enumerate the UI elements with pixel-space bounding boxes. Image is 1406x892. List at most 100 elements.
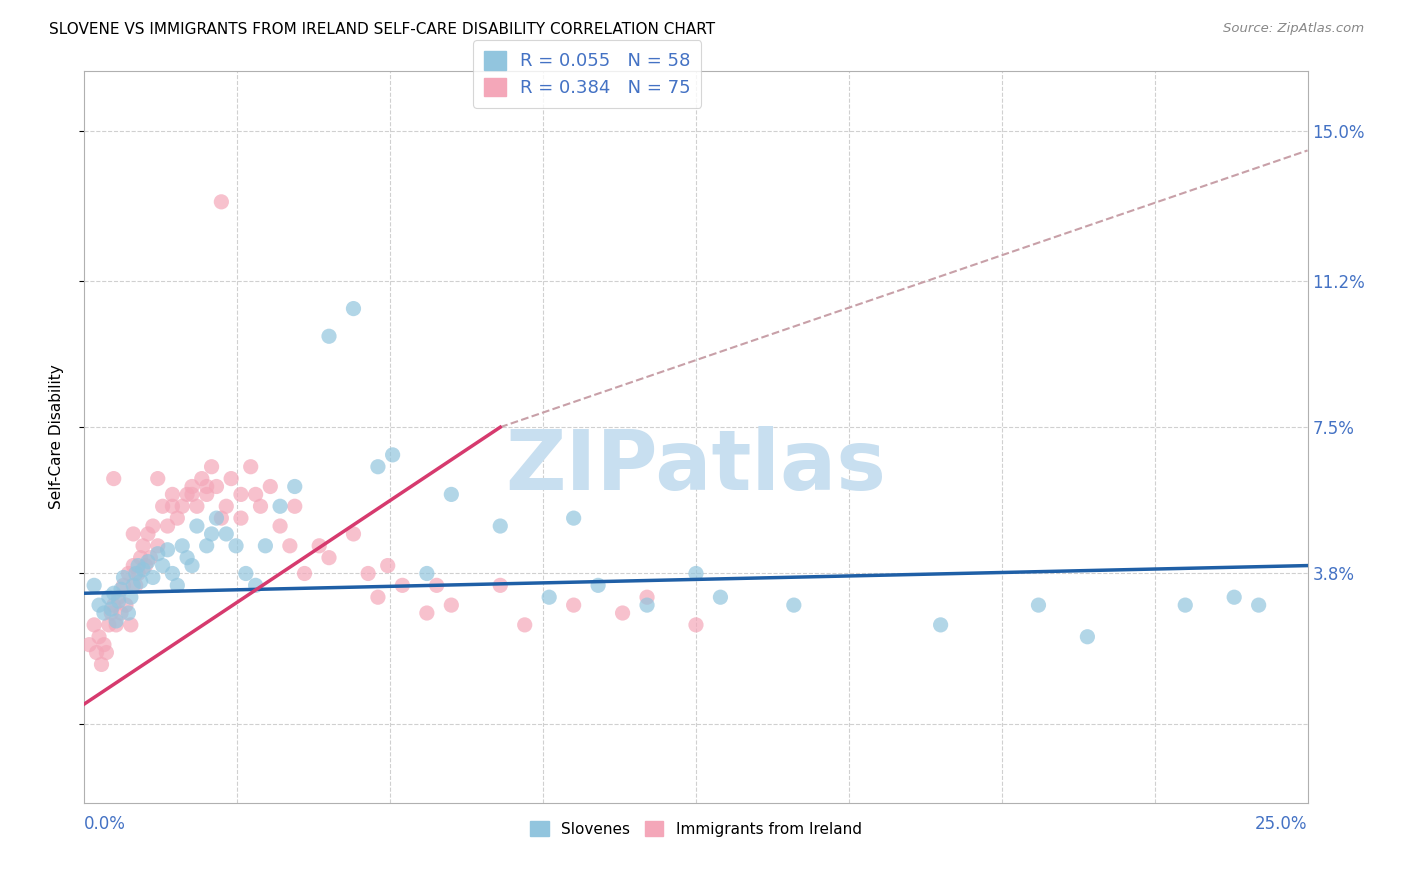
Point bbox=[152, 558, 174, 573]
Point bbox=[176, 487, 198, 501]
Point bbox=[259, 479, 281, 493]
Point bbox=[367, 591, 389, 605]
Point bbox=[318, 329, 340, 343]
Point bbox=[110, 582, 132, 597]
Point bbox=[100, 606, 122, 620]
Point bbox=[636, 591, 658, 605]
Point bbox=[489, 578, 512, 592]
Point bbox=[129, 550, 152, 565]
Point bbox=[166, 578, 188, 592]
Point bbox=[156, 542, 179, 557]
Point bbox=[96, 646, 118, 660]
Point bbox=[103, 472, 125, 486]
Point bbox=[162, 487, 184, 501]
Point bbox=[219, 472, 242, 486]
Point bbox=[181, 487, 204, 501]
Text: 25.0%: 25.0% bbox=[1256, 814, 1308, 832]
Point bbox=[125, 578, 148, 592]
Point bbox=[117, 566, 139, 581]
Point bbox=[90, 657, 112, 672]
Point bbox=[103, 586, 125, 600]
Point bbox=[191, 472, 214, 486]
Point bbox=[377, 558, 399, 573]
Point bbox=[284, 500, 307, 514]
Text: SLOVENE VS IMMIGRANTS FROM IRELAND SELF-CARE DISABILITY CORRELATION CHART: SLOVENE VS IMMIGRANTS FROM IRELAND SELF-… bbox=[49, 22, 716, 37]
Point bbox=[269, 500, 291, 514]
Point bbox=[284, 479, 307, 493]
Point bbox=[200, 527, 222, 541]
Point bbox=[1223, 591, 1246, 605]
Point bbox=[205, 479, 228, 493]
Point bbox=[318, 550, 340, 565]
Point bbox=[278, 539, 301, 553]
Point bbox=[115, 598, 138, 612]
Point bbox=[105, 618, 128, 632]
Point bbox=[215, 500, 238, 514]
Point bbox=[86, 646, 108, 660]
Point bbox=[162, 500, 184, 514]
Text: 0.0%: 0.0% bbox=[84, 814, 127, 832]
Point bbox=[107, 591, 129, 605]
Point bbox=[136, 555, 159, 569]
Point bbox=[381, 448, 404, 462]
Point bbox=[209, 194, 232, 209]
Point bbox=[120, 591, 142, 605]
Point bbox=[142, 570, 165, 584]
Point bbox=[97, 591, 120, 605]
Y-axis label: Self-Care Disability: Self-Care Disability bbox=[49, 365, 63, 509]
Point bbox=[146, 472, 169, 486]
Point bbox=[367, 459, 389, 474]
Point bbox=[83, 578, 105, 592]
Point bbox=[122, 558, 145, 573]
Point bbox=[200, 459, 222, 474]
Point bbox=[132, 539, 155, 553]
Point bbox=[709, 591, 731, 605]
Point bbox=[416, 566, 439, 581]
Point bbox=[513, 618, 536, 632]
Text: Source: ZipAtlas.com: Source: ZipAtlas.com bbox=[1223, 22, 1364, 36]
Point bbox=[93, 606, 115, 620]
Point bbox=[122, 527, 145, 541]
Point bbox=[239, 459, 262, 474]
Point bbox=[112, 578, 135, 592]
Point bbox=[245, 487, 267, 501]
Point bbox=[136, 527, 159, 541]
Point bbox=[1076, 630, 1098, 644]
Point bbox=[120, 618, 142, 632]
Point bbox=[172, 539, 194, 553]
Point bbox=[142, 519, 165, 533]
Point bbox=[93, 638, 115, 652]
Point bbox=[209, 511, 232, 525]
Point bbox=[562, 598, 585, 612]
Text: ZIPatlas: ZIPatlas bbox=[506, 425, 886, 507]
Point bbox=[110, 606, 132, 620]
Point bbox=[929, 618, 952, 632]
Point bbox=[391, 578, 413, 592]
Point bbox=[162, 566, 184, 581]
Point bbox=[186, 519, 208, 533]
Point bbox=[416, 606, 439, 620]
Point bbox=[229, 511, 252, 525]
Point bbox=[249, 500, 271, 514]
Point bbox=[146, 539, 169, 553]
Point bbox=[117, 606, 139, 620]
Point bbox=[195, 487, 218, 501]
Point bbox=[125, 566, 148, 581]
Point bbox=[181, 558, 204, 573]
Point bbox=[538, 591, 561, 605]
Point bbox=[83, 618, 105, 632]
Point bbox=[1174, 598, 1197, 612]
Point bbox=[342, 301, 364, 316]
Point bbox=[87, 630, 110, 644]
Point bbox=[112, 570, 135, 584]
Point bbox=[586, 578, 609, 592]
Point bbox=[783, 598, 806, 612]
Point bbox=[294, 566, 316, 581]
Point bbox=[77, 638, 100, 652]
Point bbox=[489, 519, 512, 533]
Point bbox=[235, 566, 257, 581]
Point bbox=[186, 500, 208, 514]
Point bbox=[127, 566, 149, 581]
Point bbox=[269, 519, 291, 533]
Point bbox=[105, 614, 128, 628]
